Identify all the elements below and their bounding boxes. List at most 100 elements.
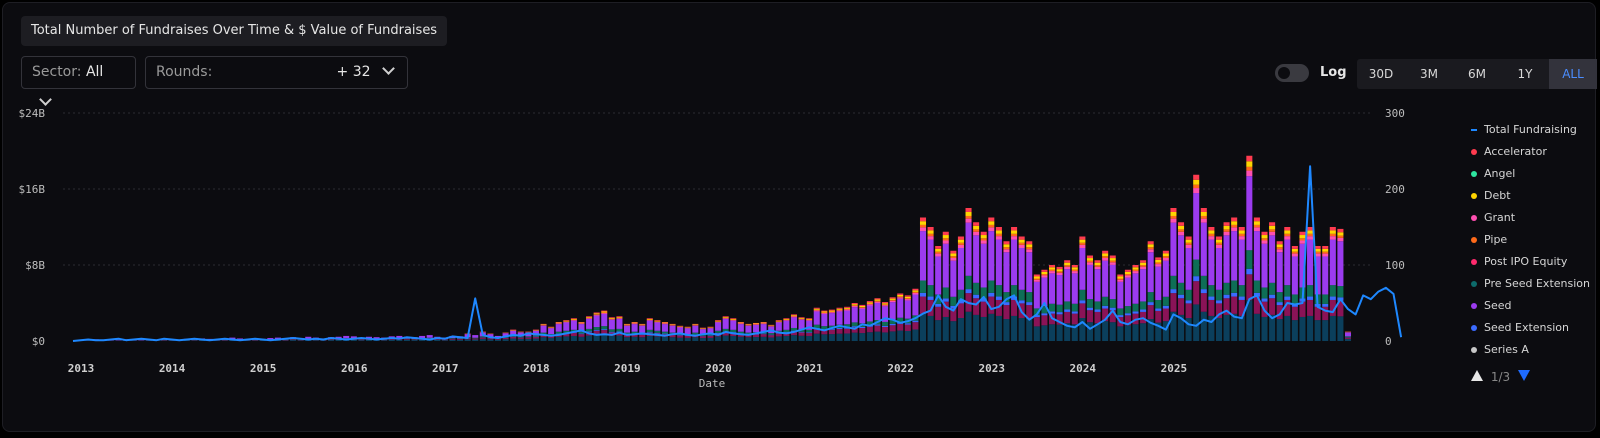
legend-item[interactable]: Seed: [1471, 298, 1591, 314]
legend-item[interactable]: Seed Extension: [1471, 320, 1591, 336]
bar-segment: [874, 325, 881, 332]
range-button-3m[interactable]: 3M: [1420, 67, 1438, 81]
bar-segment: [487, 334, 494, 338]
bar-segment: [555, 331, 562, 334]
bar-segment: [1276, 244, 1283, 248]
bar-segment: [1329, 227, 1336, 231]
legend-item[interactable]: Series A: [1471, 342, 1591, 358]
x-tick-label: 2025: [1161, 362, 1188, 375]
legend-item[interactable]: Angel: [1471, 166, 1591, 182]
bar-segment: [1124, 306, 1131, 314]
bar-segment: [411, 339, 418, 341]
bar-segment: [973, 298, 980, 315]
bar-segment: [790, 316, 798, 318]
bar-segment: [1071, 273, 1078, 304]
legend-item[interactable]: Debt: [1471, 188, 1591, 204]
bar-segment: [1276, 319, 1283, 341]
bar-segment: [783, 320, 790, 321]
log-scale-toggle[interactable]: [1275, 64, 1309, 82]
bar-segment: [1140, 301, 1147, 310]
bar-segment: [866, 321, 873, 326]
bar-segment: [1033, 278, 1040, 280]
bar-segment: [889, 319, 896, 324]
rounds-filter-dropdown[interactable]: Rounds: + 32: [145, 56, 408, 89]
bar-segment: [555, 333, 562, 335]
bar-segment: [851, 307, 858, 323]
legend-item[interactable]: Pipe: [1471, 232, 1591, 248]
bar-segment: [601, 330, 608, 335]
bar-segment: [699, 338, 706, 341]
bar-segment: [897, 298, 904, 318]
bar-segment: [692, 323, 699, 325]
bar-segment: [995, 296, 1002, 300]
bar-segment: [1329, 299, 1336, 316]
bar-segment: [1344, 336, 1352, 338]
bar-segment: [813, 324, 820, 329]
bar-segment: [722, 328, 729, 332]
bar-segment: [715, 336, 722, 341]
legend-next-page-icon[interactable]: [1517, 370, 1530, 381]
bar-segment: [1071, 267, 1078, 270]
bar-segment: [646, 332, 653, 333]
bar-segment: [403, 339, 410, 340]
bar-segment: [1056, 312, 1063, 315]
legend-item[interactable]: Pre Seed Extension: [1471, 276, 1591, 292]
bar-segment: [1314, 253, 1321, 257]
bar-segment: [411, 340, 418, 341]
bar-segment: [646, 335, 653, 341]
legend-prev-page-icon[interactable]: [1471, 370, 1483, 381]
bar-segment: [221, 340, 228, 341]
bar-segment: [927, 285, 934, 297]
bar-segment: [1223, 294, 1230, 299]
bar-segment: [980, 235, 987, 239]
bar-segment: [1246, 274, 1253, 301]
bar-segment: [790, 315, 798, 317]
bar-segment: [510, 336, 517, 339]
bar-segment: [654, 321, 661, 323]
range-button-1y[interactable]: 1Y: [1517, 67, 1533, 81]
range-button-6m[interactable]: 6M: [1468, 67, 1486, 81]
bar-segment: [578, 322, 585, 323]
bar-segment: [1314, 248, 1321, 252]
bar-segment: [1276, 305, 1283, 320]
legend-swatch: [1471, 259, 1477, 265]
range-button-all[interactable]: ALL: [1549, 59, 1597, 89]
legend-item[interactable]: Grant: [1471, 210, 1591, 226]
x-tick-label: 2021: [796, 362, 823, 375]
bar-segment: [1246, 250, 1253, 269]
bar-segment: [1238, 230, 1245, 234]
bar-segment: [1231, 292, 1238, 297]
bar-segment: [1253, 231, 1260, 281]
bar-segment: [1307, 296, 1314, 300]
bar-segment: [745, 325, 752, 333]
bar-segment: [707, 335, 714, 338]
bar-segment: [882, 304, 889, 306]
bar-segment: [1284, 233, 1291, 237]
sector-filter-dropdown[interactable]: Sector: All: [21, 56, 136, 106]
bar-segment: [1155, 264, 1162, 267]
bar-segment: [935, 320, 942, 341]
bar-segment: [396, 335, 403, 339]
bar-segment: [388, 339, 395, 340]
bar-segment: [745, 334, 752, 338]
bar-segment: [1329, 230, 1336, 234]
legend-item[interactable]: Total Fundraising: [1471, 122, 1591, 138]
bar-segment: [1314, 306, 1321, 321]
legend-swatch: [1471, 281, 1477, 287]
bar-segment: [1132, 265, 1139, 268]
bar-segment: [661, 336, 668, 341]
legend-item[interactable]: Accelerator: [1471, 144, 1591, 160]
range-button-30d[interactable]: 30D: [1368, 67, 1394, 81]
bar-segment: [1307, 230, 1314, 234]
bar-segment: [1147, 305, 1154, 320]
bar-segment: [1208, 230, 1215, 234]
bar-segment: [1064, 269, 1071, 302]
bar-segment: [1185, 244, 1192, 248]
bar-segment: [1299, 231, 1306, 236]
bar-segment: [586, 318, 593, 320]
legend-item[interactable]: Post IPO Equity: [1471, 254, 1591, 270]
bar-segment: [608, 319, 615, 330]
bar-segment: [859, 307, 866, 309]
bar-segment: [950, 305, 957, 309]
toggle-knob: [1278, 67, 1290, 79]
